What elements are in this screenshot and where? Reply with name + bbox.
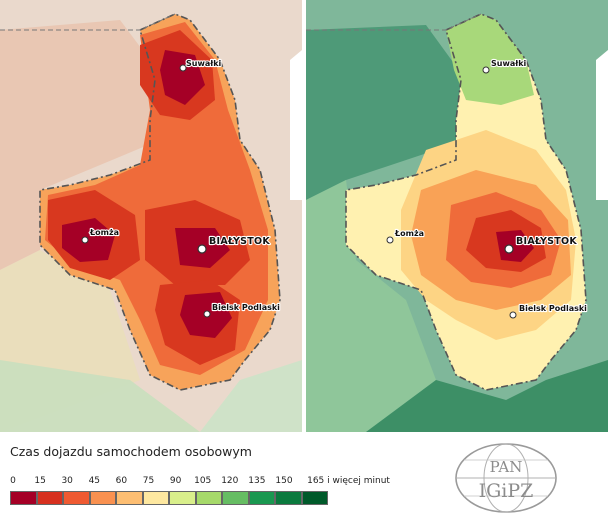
region-right bbox=[346, 14, 586, 390]
legend-tick-label: 0 bbox=[10, 476, 16, 486]
legend-tick-label: 30 bbox=[61, 476, 73, 486]
region-boundary-left bbox=[39, 13, 281, 391]
legend-swatch bbox=[169, 491, 196, 505]
legend-swatch bbox=[142, 491, 169, 505]
legend-tick-label: 135 bbox=[248, 476, 266, 486]
region-left bbox=[40, 14, 280, 390]
legend-swatches bbox=[10, 491, 328, 505]
legend-swatch bbox=[301, 491, 328, 505]
legend-swatch bbox=[89, 491, 116, 505]
legend-swatch bbox=[116, 491, 143, 505]
legend-title: Czas dojazdu samochodem osobowym bbox=[10, 444, 252, 459]
city-label: Łomża bbox=[89, 228, 119, 237]
city-label: BIAŁYSTOK bbox=[516, 236, 577, 247]
legend-swatch bbox=[248, 491, 275, 505]
city-label: BIAŁYSTOK bbox=[209, 236, 270, 247]
city-label: Bielsk Podlaski bbox=[519, 304, 587, 313]
legend-swatch bbox=[36, 491, 63, 505]
legend-swatch bbox=[195, 491, 222, 505]
city-suwalki-right: Suwałki bbox=[482, 58, 528, 74]
logo-top-text: PAN bbox=[490, 458, 523, 476]
city-bielsk-left: Bielsk Podlaski bbox=[203, 302, 281, 318]
city-bielsk-right: Bielsk Podlaski bbox=[509, 303, 588, 319]
city-bialystok-left: BIAŁYSTOK bbox=[197, 235, 271, 254]
city-label: Bielsk Podlaski bbox=[212, 303, 280, 312]
city-lomza-right: Łomża bbox=[386, 228, 425, 244]
legend-tick-label: 90 bbox=[169, 476, 182, 486]
city-label: Łomża bbox=[394, 229, 424, 238]
city-lomza-left: Łomża bbox=[81, 227, 120, 244]
legend-tick-label: 165 i więcej minut bbox=[307, 476, 390, 486]
region-boundary-right bbox=[345, 13, 587, 391]
panel-divider bbox=[302, 0, 306, 432]
legend-tick-label: 15 bbox=[34, 476, 46, 486]
legend-swatch bbox=[10, 491, 37, 505]
legend-tick-label: 120 bbox=[221, 476, 239, 486]
city-bialystok-right: BIAŁYSTOK bbox=[504, 235, 578, 254]
travel-time-map-left: Suwałki Łomża BIAŁYSTOK Bielsk Podlaski bbox=[0, 0, 302, 432]
legend-swatch bbox=[63, 491, 90, 505]
legend: Czas dojazdu samochodem osobowym 0 15 30 45… bbox=[0, 432, 608, 518]
legend-tick-label: 60 bbox=[115, 476, 128, 486]
city-label: Suwałki bbox=[491, 59, 527, 68]
logo-bottom-text: IGiPZ bbox=[479, 480, 534, 502]
map-right-svg: Suwałki Łomża BIAŁYSTOK Bielsk Podlaski bbox=[306, 0, 608, 432]
legend-tick-label: 75 bbox=[142, 476, 155, 486]
legend-ticks: 0 15 30 45 60 75 90 105 120 135 150 165 i więcej mi… bbox=[0, 476, 390, 488]
legend-swatch bbox=[222, 491, 249, 505]
travel-time-map-right: Suwałki Łomża BIAŁYSTOK Bielsk Podlaski bbox=[306, 0, 608, 432]
city-label: Suwałki bbox=[186, 59, 222, 68]
legend-swatch bbox=[275, 491, 302, 505]
city-suwalki-left: Suwałki bbox=[179, 58, 223, 72]
map-left-svg: Suwałki Łomża BIAŁYSTOK Bielsk Podlaski bbox=[0, 0, 302, 432]
pan-igipz-logo: PAN IGiPZ bbox=[455, 443, 557, 513]
legend-tick-label: 105 bbox=[194, 476, 212, 486]
legend-tick-label: 45 bbox=[88, 476, 101, 486]
legend-tick-label: 150 bbox=[275, 476, 293, 486]
